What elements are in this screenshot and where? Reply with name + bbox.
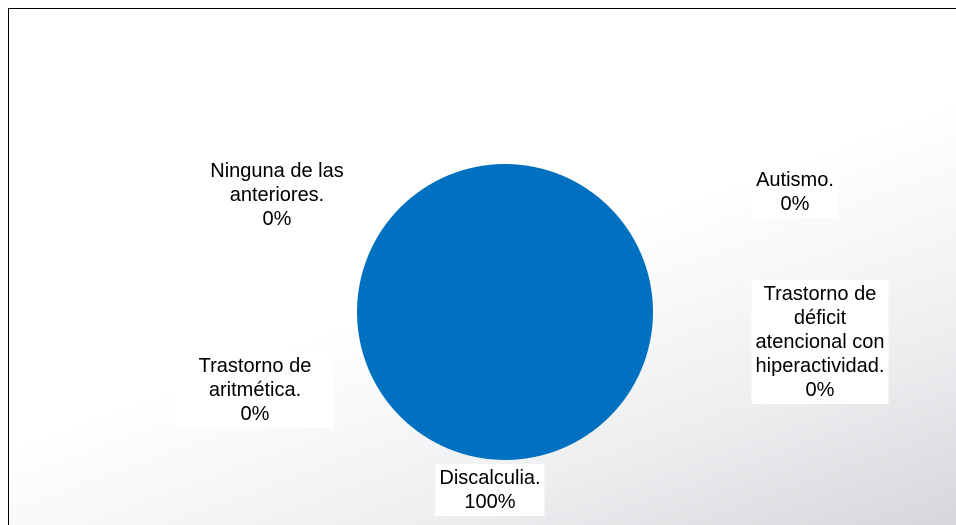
category-label: Autismo.: [756, 169, 834, 191]
data-label: Trastorno de déficit atencional con hipe…: [751, 280, 889, 404]
data-label: Discalculia. 100%: [435, 464, 545, 516]
value-label: 0%: [780, 193, 810, 215]
value-label: 100%: [464, 491, 516, 513]
category-label: Trastorno de déficit atencional con hipe…: [755, 283, 885, 377]
data-label: Autismo. 0%: [752, 166, 838, 218]
value-label: 0%: [240, 403, 270, 425]
data-label: Trastorno de aritmética. 0%: [176, 352, 334, 428]
value-label: 0%: [262, 208, 292, 230]
category-label: Ninguna de las anteriores.: [210, 160, 344, 206]
category-label: Discalculia.: [439, 467, 541, 489]
category-label: Trastorno de aritmética.: [198, 355, 312, 401]
data-label: Ninguna de las anteriores. 0%: [188, 157, 366, 233]
pie-slice: [357, 164, 653, 460]
value-label: 0%: [805, 379, 835, 401]
